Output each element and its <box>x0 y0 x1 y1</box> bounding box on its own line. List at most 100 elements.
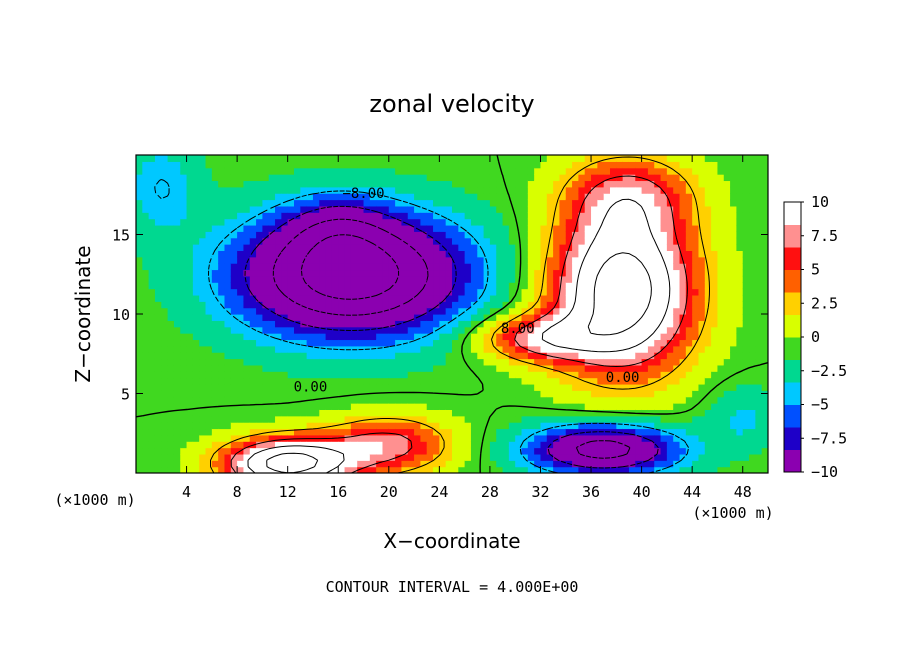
heatmap-cell <box>136 409 143 417</box>
heatmap-cell <box>420 301 428 309</box>
heatmap-cell <box>331 314 339 321</box>
heatmap-cell <box>256 409 263 417</box>
heatmap-cell <box>363 441 371 449</box>
heatmap-cell <box>426 415 434 423</box>
heatmap-cell <box>723 224 731 232</box>
heatmap-cell <box>591 205 598 213</box>
heatmap-cell <box>673 307 681 315</box>
heatmap-cell <box>319 466 327 473</box>
heatmap-cell <box>610 345 617 353</box>
heatmap-cell <box>382 326 390 334</box>
heatmap-cell <box>363 434 371 442</box>
heatmap-cell <box>515 212 523 220</box>
heatmap-cell <box>584 231 592 239</box>
heatmap-cell <box>420 161 428 169</box>
heatmap-cell <box>546 415 554 423</box>
heatmap-cell <box>445 218 453 226</box>
heatmap-cell <box>306 282 314 290</box>
heatmap-cell <box>420 403 428 410</box>
heatmap-cell <box>224 377 232 385</box>
heatmap-cell <box>628 390 636 398</box>
heatmap-cell <box>199 314 207 321</box>
heatmap-cell <box>546 345 554 353</box>
heatmap-cell <box>180 352 188 360</box>
heatmap-cell <box>622 377 630 385</box>
heatmap-cell <box>199 358 207 366</box>
heatmap-cell <box>755 377 763 385</box>
heatmap-cell <box>199 282 207 290</box>
heatmap-cell <box>275 333 282 341</box>
heatmap-cell <box>414 333 421 341</box>
heatmap-cell <box>546 250 554 258</box>
heatmap-cell <box>445 205 453 213</box>
heatmap-cell <box>218 345 226 353</box>
heatmap-cell <box>572 161 579 169</box>
heatmap-cell <box>622 161 630 169</box>
heatmap-cell <box>294 409 301 417</box>
heatmap-cell <box>717 377 725 385</box>
heatmap-cell <box>338 339 346 347</box>
heatmap-cell <box>230 396 238 404</box>
heatmap-cell <box>224 447 232 455</box>
heatmap-cell <box>496 301 504 309</box>
heatmap-cell <box>376 371 384 379</box>
heatmap-cell <box>489 333 497 341</box>
heatmap-cell <box>369 199 377 207</box>
heatmap-cell <box>534 263 542 271</box>
heatmap-cell <box>294 294 301 302</box>
heatmap-cell <box>243 320 251 328</box>
heatmap-cell <box>243 441 251 449</box>
heatmap-cell <box>597 294 605 302</box>
heatmap-cell <box>477 256 485 264</box>
heatmap-cell <box>426 377 434 385</box>
heatmap-cell <box>597 307 605 315</box>
heatmap-cell <box>154 167 162 175</box>
heatmap-cell <box>173 224 181 232</box>
heatmap-cell <box>136 301 143 309</box>
heatmap-cell <box>553 447 561 455</box>
heatmap-cell <box>483 167 491 175</box>
heatmap-cell <box>382 174 390 182</box>
heatmap-cell <box>477 383 485 391</box>
heatmap-cell <box>205 383 213 391</box>
heatmap-cell <box>382 447 390 455</box>
heatmap-cell <box>262 460 270 468</box>
heatmap-cell <box>192 326 200 334</box>
heatmap-cell <box>186 282 194 290</box>
heatmap-cell <box>515 199 523 207</box>
heatmap-cell <box>325 244 333 251</box>
heatmap-cell <box>610 364 617 372</box>
heatmap-cell <box>704 352 712 360</box>
heatmap-cell <box>628 320 636 328</box>
heatmap-cell <box>591 422 598 430</box>
heatmap-cell <box>414 326 421 334</box>
heatmap-cell <box>136 174 143 182</box>
heatmap-cell <box>426 250 434 258</box>
heatmap-cell <box>717 231 725 239</box>
heatmap-cell <box>534 377 542 385</box>
heatmap-cell <box>275 352 282 360</box>
heatmap-cell <box>464 193 472 201</box>
heatmap-cell <box>173 428 181 436</box>
heatmap-cell <box>534 155 542 162</box>
heatmap-cell <box>692 415 700 423</box>
heatmap-cell <box>610 422 617 430</box>
heatmap-cell <box>395 422 403 430</box>
heatmap-cell <box>635 263 643 271</box>
heatmap-cell <box>660 383 668 391</box>
heatmap-cell <box>679 345 687 353</box>
heatmap-cell <box>723 422 731 430</box>
heatmap-cell <box>622 282 630 290</box>
heatmap-cell <box>243 345 251 353</box>
heatmap-cell <box>704 250 712 258</box>
heatmap-cell <box>635 180 643 188</box>
heatmap-cell <box>565 434 573 442</box>
heatmap-cell <box>502 161 510 169</box>
heatmap-cell <box>433 314 440 321</box>
heatmap-cell <box>357 155 365 162</box>
heatmap-cell <box>388 409 396 417</box>
heatmap-cell <box>420 422 428 430</box>
heatmap-cell <box>205 453 213 461</box>
heatmap-cell <box>445 263 453 271</box>
heatmap-cell <box>312 428 320 436</box>
